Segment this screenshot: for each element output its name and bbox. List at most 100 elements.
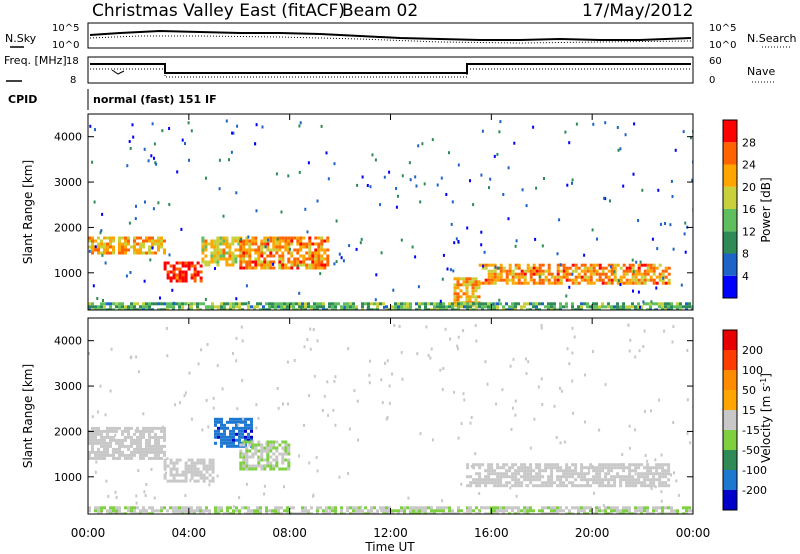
data-cell: [234, 248, 238, 252]
data-cell: [281, 440, 285, 444]
data-cell: [660, 499, 663, 503]
data-cell: [592, 272, 596, 276]
data-cell: [283, 305, 286, 309]
data-cell: [184, 270, 188, 274]
data-cell: [520, 469, 524, 473]
data-cell: [168, 203, 171, 206]
colorbar-tick: 8: [742, 248, 749, 261]
data-cell: [128, 140, 131, 143]
data-cell: [217, 435, 220, 439]
data-cell: [256, 509, 259, 513]
data-cell: [157, 438, 160, 442]
data-cell: [616, 509, 619, 513]
data-cell: [631, 272, 635, 276]
data-cell: [112, 453, 115, 457]
data-cell: [442, 509, 445, 513]
data-cell: [427, 506, 430, 510]
data-cell: [555, 436, 558, 439]
data-cell: [532, 302, 535, 306]
data-cell: [308, 245, 312, 249]
data-cell: [326, 239, 330, 243]
data-cell: [296, 264, 299, 268]
data-cell: [427, 308, 430, 310]
data-cell: [634, 478, 638, 482]
data-cell: [400, 350, 403, 354]
data-cell: [151, 450, 154, 454]
data-cell: [465, 277, 469, 281]
data-cell: [622, 308, 625, 310]
data-cell: [637, 481, 641, 485]
data-cell: [226, 426, 229, 430]
data-cell: [299, 260, 303, 264]
data-cell: [493, 484, 497, 488]
data-cell: [325, 512, 328, 514]
data-cell: [284, 245, 288, 249]
data-cell: [225, 242, 229, 246]
data-cell: [577, 509, 580, 513]
data-cell: [487, 463, 491, 467]
data-cell: [106, 302, 109, 306]
data-cell: [232, 505, 235, 509]
data-cell: [97, 242, 100, 246]
data-cell: [181, 473, 185, 477]
data-cell: [559, 441, 562, 445]
data-cell: [451, 302, 454, 306]
data-cell: [544, 269, 548, 273]
data-cell: [305, 266, 309, 270]
data-cell: [586, 478, 590, 482]
data-cell: [212, 406, 215, 410]
data-cell: [622, 272, 626, 276]
data-cell: [556, 509, 559, 513]
data-cell: [216, 242, 220, 246]
data-cell: [667, 272, 671, 276]
data-cell: [523, 475, 527, 479]
data-cell: [469, 421, 472, 425]
data-cell: [274, 305, 277, 309]
data-cell: [299, 239, 303, 243]
data-cell: [266, 443, 270, 447]
data-cell: [148, 239, 151, 243]
data-cell: [649, 466, 653, 470]
data-cell: [263, 492, 266, 496]
data-cell: [328, 305, 331, 309]
data-cell: [616, 263, 620, 267]
data-cell: [580, 269, 584, 273]
data-cell: [592, 302, 595, 306]
data-cell: [317, 254, 321, 258]
data-cell: [228, 242, 232, 246]
data-cell: [232, 512, 235, 514]
data-cell: [232, 435, 235, 439]
data-cell: [91, 415, 94, 419]
data-cell: [286, 506, 289, 510]
data-cell: [580, 278, 584, 282]
data-cell: [514, 308, 517, 310]
data-cell: [145, 444, 148, 448]
data-cell: [109, 441, 112, 445]
data-cell: [366, 307, 369, 310]
data-cell: [201, 260, 205, 264]
data-cell: [213, 245, 217, 249]
data-cell: [163, 267, 167, 271]
data-cell: [266, 242, 270, 246]
data-cell: [391, 308, 394, 310]
data-cell: [465, 283, 469, 287]
data-cell: [468, 283, 472, 287]
data-cell: [535, 272, 539, 276]
data-cell: [316, 506, 319, 510]
data-cell: [245, 482, 248, 486]
data-cell: [526, 506, 529, 510]
data-cell: [646, 478, 650, 482]
data-cell: [228, 254, 232, 258]
data-cell: [160, 435, 163, 439]
data-cell: [550, 469, 554, 473]
data-cell: [409, 308, 412, 310]
data-cell: [580, 263, 584, 267]
data-cell: [459, 295, 463, 299]
data-cell: [529, 478, 533, 482]
power-cells: [88, 119, 693, 310]
data-cell: [263, 484, 266, 488]
data-cell: [610, 263, 614, 267]
data-cell: [216, 257, 220, 261]
data-cell: [136, 242, 139, 246]
data-cell: [91, 456, 94, 460]
